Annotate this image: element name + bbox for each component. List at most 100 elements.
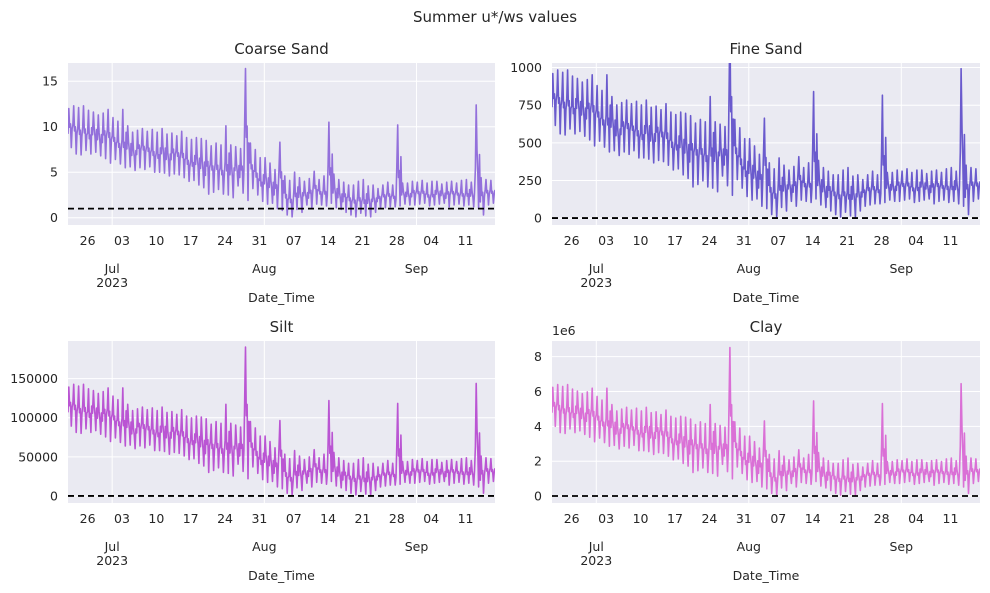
y-tick-label: 50000 bbox=[18, 449, 58, 464]
x-tick-label: 11 bbox=[943, 233, 959, 248]
y-tick-label: 15 bbox=[42, 74, 58, 89]
subplot-title: Silt bbox=[270, 318, 294, 336]
x-tick-label: 26 bbox=[80, 233, 96, 248]
x-tick-label: 10 bbox=[148, 233, 164, 248]
x-tick-label: 14 bbox=[805, 511, 821, 526]
x-axis-label: Date_Time bbox=[248, 290, 315, 305]
x-axis-label: Date_Time bbox=[248, 568, 315, 583]
y-tick-label: 500 bbox=[518, 135, 542, 150]
x-tick-label: 11 bbox=[458, 511, 474, 526]
x-tick-label: 24 bbox=[217, 233, 233, 248]
x-tick-label: 26 bbox=[564, 233, 580, 248]
series-line bbox=[68, 67, 495, 218]
x-tick-label: 07 bbox=[286, 511, 302, 526]
y-tick-label: 6 bbox=[534, 384, 542, 399]
y-tick-label: 100000 bbox=[10, 410, 58, 425]
x-tick-label: 17 bbox=[183, 233, 199, 248]
x-tick-label: 11 bbox=[943, 511, 959, 526]
x-month-label: 2023 bbox=[580, 553, 612, 568]
x-tick-label: 28 bbox=[389, 511, 405, 526]
x-month-label: 2023 bbox=[96, 275, 128, 290]
subplot-title: Clay bbox=[750, 318, 783, 336]
x-month-label: Aug bbox=[737, 539, 761, 554]
x-month-label: Jul bbox=[588, 539, 604, 554]
x-tick-label: 17 bbox=[183, 511, 199, 526]
y-tick-label: 250 bbox=[518, 173, 542, 188]
x-tick-label: 04 bbox=[908, 511, 924, 526]
x-tick-label: 21 bbox=[839, 233, 855, 248]
x-tick-label: 04 bbox=[908, 233, 924, 248]
x-tick-label: 03 bbox=[114, 233, 130, 248]
x-month-label: Jul bbox=[588, 261, 604, 276]
subplot-title: Fine Sand bbox=[730, 40, 803, 58]
x-tick-label: 10 bbox=[633, 511, 649, 526]
series-line bbox=[552, 346, 980, 496]
x-tick-label: 14 bbox=[805, 233, 821, 248]
x-tick-label: 11 bbox=[458, 233, 474, 248]
x-tick-label: 03 bbox=[598, 233, 614, 248]
x-tick-label: 04 bbox=[423, 233, 439, 248]
x-tick-label: 31 bbox=[736, 233, 752, 248]
y-tick-label: 750 bbox=[518, 98, 542, 113]
y-tick-label: 2 bbox=[534, 454, 542, 469]
x-month-label: Sep bbox=[405, 261, 429, 276]
x-tick-label: 03 bbox=[114, 511, 130, 526]
x-tick-label: 28 bbox=[389, 233, 405, 248]
y-offset-label: 1e6 bbox=[552, 323, 576, 338]
y-tick-label: 8 bbox=[534, 349, 542, 364]
x-month-label: 2023 bbox=[580, 275, 612, 290]
y-tick-label: 150000 bbox=[10, 371, 58, 386]
figure-title: Summer u*/ws values bbox=[413, 8, 577, 26]
y-tick-label: 10 bbox=[42, 119, 58, 134]
x-axis-label: Date_Time bbox=[733, 568, 800, 583]
series-line bbox=[552, 63, 980, 218]
x-month-label: Sep bbox=[890, 539, 914, 554]
y-tick-label: 1000 bbox=[510, 60, 542, 75]
x-tick-label: 28 bbox=[874, 511, 890, 526]
x-tick-label: 14 bbox=[320, 233, 336, 248]
x-axis-label: Date_Time bbox=[733, 290, 800, 305]
x-tick-label: 28 bbox=[874, 233, 890, 248]
x-month-label: Sep bbox=[405, 539, 429, 554]
y-tick-label: 5 bbox=[50, 165, 58, 180]
x-tick-label: 21 bbox=[839, 511, 855, 526]
y-tick-label: 0 bbox=[534, 489, 542, 504]
x-tick-label: 17 bbox=[667, 233, 683, 248]
y-tick-label: 0 bbox=[534, 211, 542, 226]
y-tick-label: 0 bbox=[50, 210, 58, 225]
x-tick-label: 07 bbox=[770, 511, 786, 526]
x-tick-label: 26 bbox=[564, 511, 580, 526]
x-tick-label: 21 bbox=[355, 511, 371, 526]
x-tick-label: 31 bbox=[251, 511, 267, 526]
x-tick-label: 24 bbox=[217, 511, 233, 526]
x-month-label: Aug bbox=[252, 539, 276, 554]
x-month-label: Sep bbox=[890, 261, 914, 276]
x-month-label: 2023 bbox=[96, 553, 128, 568]
x-month-label: Aug bbox=[252, 261, 276, 276]
x-month-label: Jul bbox=[104, 261, 120, 276]
subplot-title: Coarse Sand bbox=[234, 40, 329, 58]
x-tick-label: 31 bbox=[251, 233, 267, 248]
x-month-label: Jul bbox=[104, 539, 120, 554]
y-tick-label: 0 bbox=[50, 488, 58, 503]
x-tick-label: 21 bbox=[355, 233, 371, 248]
x-tick-label: 26 bbox=[80, 511, 96, 526]
x-tick-label: 07 bbox=[770, 233, 786, 248]
x-tick-label: 07 bbox=[286, 233, 302, 248]
x-tick-label: 10 bbox=[148, 511, 164, 526]
x-tick-label: 17 bbox=[667, 511, 683, 526]
x-tick-label: 24 bbox=[701, 511, 717, 526]
series-line bbox=[68, 346, 495, 496]
x-tick-label: 31 bbox=[736, 511, 752, 526]
x-tick-label: 24 bbox=[701, 233, 717, 248]
x-tick-label: 10 bbox=[633, 233, 649, 248]
x-tick-label: 14 bbox=[320, 511, 336, 526]
x-month-label: Aug bbox=[737, 261, 761, 276]
x-tick-label: 03 bbox=[598, 511, 614, 526]
y-tick-label: 4 bbox=[534, 419, 542, 434]
